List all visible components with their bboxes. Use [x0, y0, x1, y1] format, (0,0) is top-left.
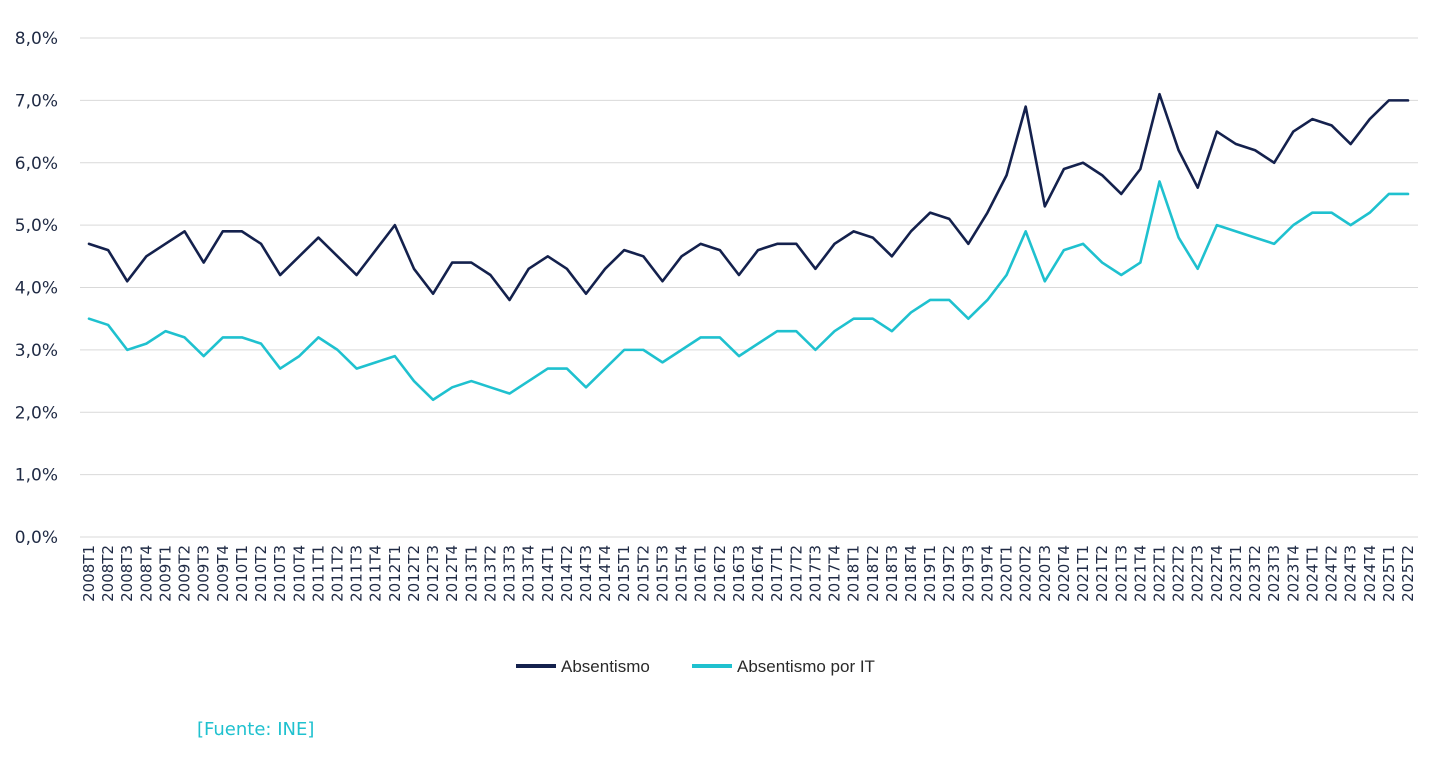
- x-tick-label: 2014T1: [539, 545, 557, 602]
- x-tick-label: 2025T1: [1380, 545, 1398, 602]
- x-tick-label: 2009T2: [176, 545, 194, 602]
- x-tick-label: 2021T4: [1131, 545, 1149, 602]
- x-tick-label: 2024T4: [1361, 545, 1379, 602]
- x-tick-label: 2010T3: [271, 545, 289, 602]
- x-tick-label: 2015T4: [673, 545, 691, 602]
- x-tick-label: 2020T1: [998, 545, 1016, 602]
- x-tick-label: 2015T3: [653, 545, 671, 602]
- x-tick-label: 2021T2: [1093, 545, 1111, 602]
- x-tick-label: 2011T1: [309, 545, 327, 602]
- x-tick-label: 2022T1: [1150, 545, 1168, 602]
- x-tick-label: 2019T2: [940, 545, 958, 602]
- x-tick-label: 2011T4: [367, 545, 385, 602]
- x-tick-label: 2020T2: [1017, 545, 1035, 602]
- x-tick-label: 2008T1: [80, 545, 98, 602]
- y-tick-label: 2,0%: [15, 403, 58, 423]
- x-tick-label: 2021T3: [1112, 545, 1130, 602]
- x-tick-label: 2025T2: [1399, 545, 1417, 602]
- x-tick-label: 2018T2: [864, 545, 882, 602]
- x-tick-label: 2017T4: [826, 545, 844, 602]
- x-tick-label: 2022T4: [1208, 545, 1226, 602]
- series-line-absentismo: [87, 92, 1410, 302]
- x-tick-label: 2013T2: [481, 545, 499, 602]
- x-tick-label: 2018T3: [883, 545, 901, 602]
- x-tick-label: 2018T4: [902, 545, 920, 602]
- source-note: [Fuente: INE]: [197, 719, 315, 740]
- x-tick-label: 2016T3: [730, 545, 748, 602]
- y-tick-label: 3,0%: [15, 341, 58, 361]
- x-tick-label: 2013T1: [462, 545, 480, 602]
- legend-label: Absentismo por IT: [737, 657, 875, 676]
- gridlines: [80, 37, 1418, 538]
- x-tick-label: 2015T2: [634, 545, 652, 602]
- x-tick-label: 2013T3: [501, 545, 519, 602]
- x-tick-label: 2010T4: [290, 545, 308, 602]
- x-tick-label: 2017T1: [768, 545, 786, 602]
- x-tick-label: 2012T4: [443, 545, 461, 602]
- x-tick-label: 2008T4: [137, 545, 155, 602]
- y-tick-label: 6,0%: [15, 154, 58, 174]
- legend-label: Absentismo: [561, 657, 650, 676]
- x-tick-label: 2009T4: [214, 545, 232, 602]
- x-tick-label: 2019T4: [978, 545, 996, 602]
- x-tick-label: 2008T2: [99, 545, 117, 602]
- y-tick-label: 0,0%: [15, 528, 58, 548]
- x-tick-label: 2008T3: [118, 545, 136, 602]
- x-tick-label: 2011T2: [329, 545, 347, 602]
- x-axis: 2008T1 2008T2 2008T3 2008T4 2009T1 2009T2 2009…: [80, 545, 1417, 602]
- x-tick-label: 2009T3: [195, 545, 213, 602]
- x-tick-label: 2011T3: [348, 545, 366, 602]
- x-tick-label: 2020T3: [1036, 545, 1054, 602]
- x-tick-label: 2018T1: [845, 545, 863, 602]
- x-tick-label: 2023T3: [1265, 545, 1283, 602]
- x-tick-label: 2013T4: [520, 545, 538, 602]
- y-tick-label: 1,0%: [15, 466, 58, 486]
- y-tick-label: 4,0%: [15, 279, 58, 299]
- x-tick-label: 2017T2: [787, 545, 805, 602]
- series-lines: [87, 92, 1410, 402]
- x-tick-label: 2014T2: [558, 545, 576, 602]
- y-axis: 0,0% 1,0% 2,0% 3,0% 4,0% 5,0% 6,0% 7,0% 8,0%: [15, 29, 58, 548]
- x-tick-label: 2023T4: [1284, 545, 1302, 602]
- x-tick-label: 2019T1: [921, 545, 939, 602]
- x-tick-label: 2016T4: [749, 545, 767, 602]
- x-tick-label: 2009T1: [156, 545, 174, 602]
- x-tick-label: 2022T2: [1170, 545, 1188, 602]
- legend: Absentismo Absentismo por IT: [516, 657, 875, 676]
- x-tick-label: 2012T2: [405, 545, 423, 602]
- x-tick-label: 2016T1: [692, 545, 710, 602]
- y-tick-label: 8,0%: [15, 29, 58, 49]
- x-tick-label: 2024T3: [1342, 545, 1360, 602]
- x-tick-label: 2023T2: [1246, 545, 1264, 602]
- x-tick-label: 2010T1: [233, 545, 251, 602]
- x-tick-label: 2010T2: [252, 545, 270, 602]
- x-tick-label: 2024T2: [1323, 545, 1341, 602]
- x-tick-label: 2024T1: [1303, 545, 1321, 602]
- y-tick-label: 7,0%: [15, 91, 58, 111]
- x-tick-label: 2020T4: [1055, 545, 1073, 602]
- x-tick-label: 2022T3: [1189, 545, 1207, 602]
- x-tick-label: 2015T1: [615, 545, 633, 602]
- x-tick-label: 2019T3: [959, 545, 977, 602]
- series-line-absentismo-por-it: [87, 180, 1410, 402]
- x-tick-label: 2021T1: [1074, 545, 1092, 602]
- x-tick-label: 2023T1: [1227, 545, 1245, 602]
- x-tick-label: 2014T3: [577, 545, 595, 602]
- x-tick-label: 2012T1: [386, 545, 404, 602]
- y-tick-label: 5,0%: [15, 216, 58, 236]
- x-tick-label: 2017T3: [806, 545, 824, 602]
- x-tick-label: 2014T4: [596, 545, 614, 602]
- x-tick-label: 2016T2: [711, 545, 729, 602]
- x-tick-label: 2012T3: [424, 545, 442, 602]
